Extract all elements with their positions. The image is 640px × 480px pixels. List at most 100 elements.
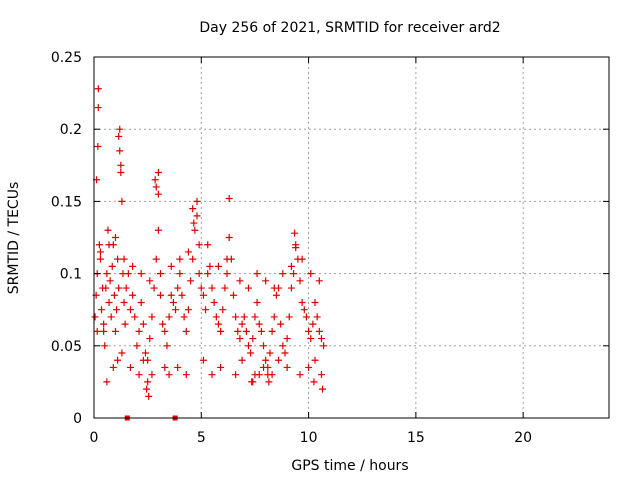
- data-point: [255, 320, 263, 328]
- data-point: [265, 378, 273, 386]
- data-point: [292, 244, 300, 252]
- data-point: [161, 363, 169, 371]
- data-point: [195, 241, 203, 249]
- data-point: [137, 298, 145, 306]
- data-point: [307, 270, 315, 278]
- data-point: [270, 284, 278, 292]
- data-point: [146, 277, 154, 285]
- data-point: [131, 313, 139, 321]
- data-point: [249, 335, 257, 343]
- data-point: [217, 327, 225, 335]
- data-point: [298, 298, 306, 306]
- data-point: [137, 270, 145, 278]
- data-point: [251, 313, 259, 321]
- data-point: [116, 125, 124, 133]
- data-point: [94, 104, 102, 112]
- data-point: [145, 392, 153, 400]
- data-point: [260, 342, 268, 350]
- data-point: [150, 284, 158, 292]
- data-point: [311, 298, 319, 306]
- data-point: [268, 327, 276, 335]
- data-point: [126, 306, 134, 314]
- data-point: [100, 320, 108, 328]
- data-point: [114, 356, 122, 364]
- data-point: [296, 277, 304, 285]
- data-point: [302, 313, 310, 321]
- data-point: [193, 212, 201, 220]
- data-point: [191, 226, 199, 234]
- x-tick-label: 0: [90, 430, 99, 446]
- data-point: [110, 291, 118, 299]
- data-point: [118, 349, 126, 357]
- data-point: [182, 327, 190, 335]
- data-point: [105, 241, 113, 249]
- data-point: [154, 169, 162, 177]
- data-point: [217, 363, 225, 371]
- data-point: [174, 363, 182, 371]
- data-point: [184, 306, 192, 314]
- data-point: [245, 342, 252, 350]
- data-point: [104, 226, 112, 234]
- data-point: [151, 176, 159, 184]
- data-point: [242, 327, 250, 335]
- data-point: [221, 284, 229, 292]
- data-point: [154, 190, 162, 198]
- data-point: [96, 255, 104, 263]
- data-point: [232, 313, 240, 321]
- data-point: [253, 298, 261, 306]
- data-point: [154, 226, 162, 234]
- data-point: [309, 320, 317, 328]
- data-point: [178, 291, 186, 299]
- axis-ticks: 0 0.05 0.1 0.15 0.2 0.25 0 5 10 15 20: [51, 50, 609, 446]
- data-point: [148, 313, 156, 321]
- data-point: [176, 270, 184, 278]
- data-point: [187, 277, 195, 285]
- data-point: [197, 284, 205, 292]
- grid: [94, 57, 609, 418]
- data-point: [305, 363, 313, 371]
- data-point: [182, 371, 190, 379]
- plot-frame: [93, 56, 610, 419]
- data-point: [277, 320, 285, 328]
- data-point: [124, 270, 132, 278]
- data-point: [115, 284, 123, 292]
- data-point: [298, 255, 306, 263]
- data-point: [176, 255, 184, 263]
- data-point: [102, 284, 110, 292]
- data-point: [279, 342, 287, 350]
- data-point: [139, 356, 147, 364]
- data-point: [109, 363, 117, 371]
- data-point: [148, 371, 156, 379]
- data-point: [212, 313, 220, 321]
- data-point: [204, 241, 212, 249]
- data-point: [240, 313, 248, 321]
- data-point: [96, 248, 104, 256]
- data-point: [305, 327, 313, 335]
- data-point: [189, 205, 197, 213]
- data-point: [234, 327, 242, 335]
- x-axis-label: GPS time / hours: [291, 458, 408, 474]
- data-point: [93, 327, 101, 335]
- data-point: [115, 132, 123, 140]
- data-point: [311, 356, 319, 364]
- data-point: [116, 147, 124, 155]
- y-tick-label: 0.05: [51, 339, 82, 355]
- data-point: [95, 241, 103, 249]
- data-point: [270, 313, 278, 321]
- data-point: [189, 255, 197, 263]
- data-point: [100, 327, 108, 335]
- data-point: [248, 378, 256, 386]
- data-point: [121, 320, 129, 328]
- data-point: [101, 342, 109, 350]
- data-point: [232, 371, 240, 379]
- data-point: [94, 143, 102, 151]
- data-point: [225, 195, 233, 203]
- data-point: [202, 306, 210, 314]
- data-point: [223, 255, 231, 263]
- data-point: [139, 320, 147, 328]
- data-point: [238, 356, 246, 364]
- data-point: [300, 306, 308, 314]
- data-point: [142, 349, 149, 357]
- data-point: [103, 378, 111, 386]
- data-point: [193, 197, 201, 205]
